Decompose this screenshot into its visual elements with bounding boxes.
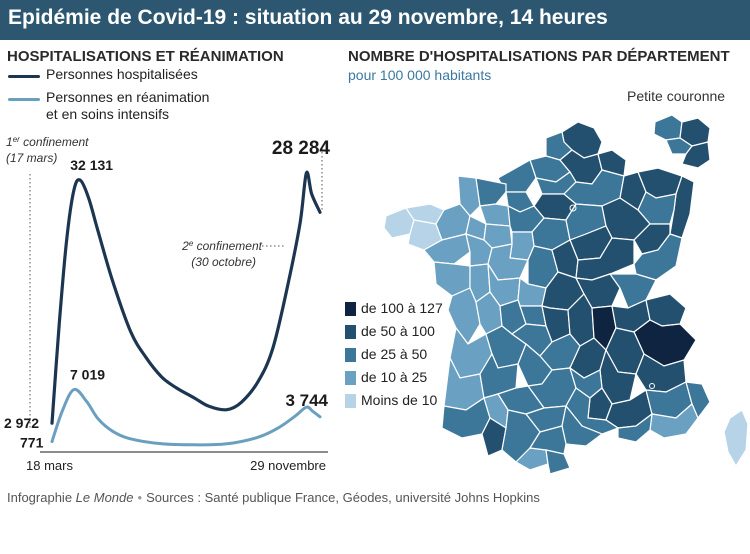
france-department-map [383, 114, 749, 475]
legend-swatch-icu [8, 98, 40, 101]
legend-label-icu-line2: et en soins intensifs [46, 106, 169, 122]
series-line-icu [50, 387, 322, 447]
dept-calvados [475, 177, 507, 207]
confinement-ordinal: er [13, 135, 20, 144]
footer-credits: Infographie Le Monde • Sources : Santé pub… [7, 490, 540, 505]
legend-swatch-hospitalized [8, 75, 40, 78]
footer-brand: Le Monde [75, 490, 134, 505]
series-line-hospitalized [50, 170, 322, 425]
confinement-number: 1 [6, 135, 13, 149]
page-title: Epidémie de Covid-19 : situation au 29 n… [8, 6, 608, 29]
inset-label-petite-couronne: Petite couronne [627, 88, 726, 104]
paris-marker [569, 204, 577, 212]
dept-charente-maritime [447, 287, 481, 346]
confinement-label-line2: (17 mars) [6, 151, 57, 165]
chart-section-title: HOSPITALISATIONS ET RÉANIMATION [7, 48, 284, 65]
petite-couronne-inset [653, 114, 711, 169]
footer-separator-dot: • [137, 490, 143, 505]
value-label: 32 131 [70, 157, 113, 173]
map-section-title: NOMBRE D'HOSPITALISATIONS PAR DÉPARTEMEN… [348, 48, 730, 65]
dept-inset-se [681, 141, 711, 169]
footer-sources: Sources : Santé publique France, Géodes,… [146, 490, 540, 505]
x-tick-end: 29 novembre [250, 458, 326, 473]
legend-label-icu-line1: Personnes en réanimation [46, 89, 210, 105]
map-legend-label: Moins de 10 [361, 392, 438, 408]
dept-ardennes [597, 149, 627, 177]
value-label: 28 284 [272, 138, 331, 159]
dept-inset-nw [653, 114, 683, 141]
value-label: 7 019 [70, 367, 105, 383]
dept-manche [457, 175, 481, 217]
value-label: 2 972 [4, 415, 39, 431]
france-mainland [383, 121, 749, 475]
dept-corse [723, 409, 749, 468]
lyon-marker [649, 383, 655, 389]
dept-pyrenees-orientales [545, 449, 571, 475]
value-label: 771 [20, 435, 44, 451]
x-tick-start: 18 mars [26, 458, 73, 473]
map-legend-swatch [345, 302, 356, 316]
map-legend-label: de 50 à 100 [361, 323, 435, 339]
map-legend-swatch [345, 325, 356, 339]
dept-alpes-maritimes [685, 381, 711, 420]
header-banner: Epidémie de Covid-19 : situation au 29 n… [0, 0, 750, 40]
map-legend-label: de 25 à 50 [361, 346, 428, 362]
confinement-label-line1: 1er confinement [6, 135, 89, 149]
dept-var [649, 403, 699, 439]
dept-bouches-du-rhone [617, 412, 653, 443]
map-legend-swatch [345, 371, 356, 385]
confinement-ordinal: e [189, 239, 194, 248]
value-label: 3 744 [285, 391, 328, 410]
hospitalisation-line-chart: 2 972 771 32 131 7 019 28 284 3 744 1er confin… [4, 135, 331, 473]
map-legend-label: de 100 à 127 [361, 300, 443, 316]
confinement-label-line1: 2e confinement [181, 239, 263, 253]
map-legend-swatch [345, 394, 356, 408]
map-subtitle: pour 100 000 habitants [348, 67, 492, 83]
map-legend-swatch [345, 348, 356, 362]
dept-doubs [633, 233, 683, 281]
footer-prefix: Infographie [7, 490, 76, 505]
map-legend-label: de 10 à 25 [361, 369, 428, 385]
confinement-label-line2: (30 octobre) [191, 255, 256, 269]
confinement-word: confinement [20, 135, 89, 149]
confinement-number: 2 [181, 239, 189, 253]
legend-label-hospitalized: Personnes hospitalisées [46, 66, 198, 82]
confinement-word: confinement [193, 239, 262, 253]
